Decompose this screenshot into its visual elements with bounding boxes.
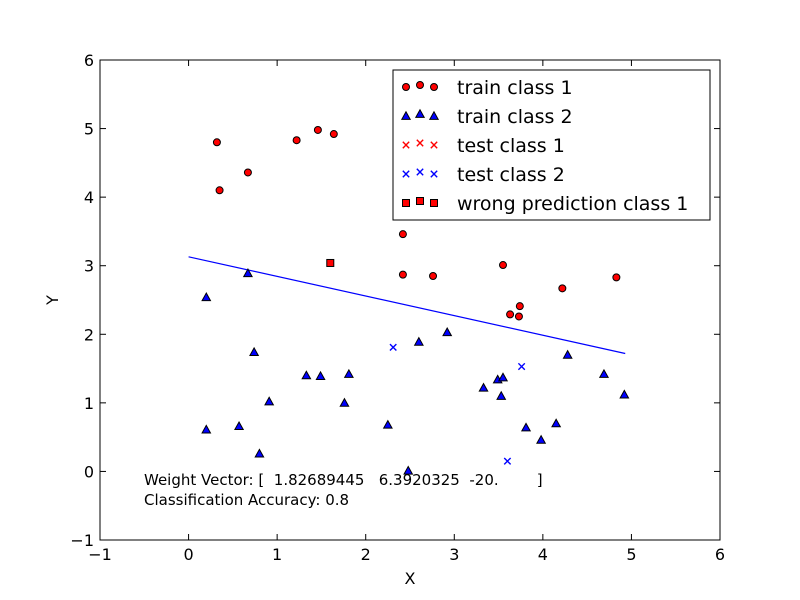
data-point [403,465,414,475]
data-point [301,370,312,380]
y-tick-label: 3 [84,257,94,276]
legend-label: test class 2 [457,164,565,186]
data-point [612,273,621,282]
data-point [201,292,212,302]
y-tick-label: 5 [84,120,94,139]
data-point [619,389,630,399]
x-tick-label: 3 [449,545,459,564]
data-point [326,258,335,267]
data-point [413,336,424,346]
x-tick-label: 6 [715,545,725,564]
data-point [201,424,212,434]
data-point [343,368,354,378]
data-point [562,349,573,359]
data-point [503,457,512,465]
data-point [536,434,547,444]
data-point [442,326,453,337]
data-point [515,302,524,311]
data-point [339,397,350,407]
y-tick-label: 4 [84,188,94,207]
legend-marker [402,83,410,91]
data-point [243,168,252,177]
legend-marker [402,141,410,149]
legend-marker [430,170,438,178]
data-point [598,368,610,378]
data-point [234,420,245,431]
legend-marker [402,170,410,178]
x-tick-label: −1 [88,545,112,564]
data-point [212,138,221,147]
data-point [242,268,253,278]
data-point [264,396,275,406]
data-point [254,448,265,458]
legend-marker [402,199,410,207]
legend-marker [414,108,426,118]
data-point [506,310,515,319]
data-point [315,370,326,380]
data-point [249,346,260,356]
y-tick-label: 1 [84,394,94,413]
x-tick-label: 2 [361,545,371,564]
x-axis-label: X [405,569,416,588]
legend-marker [416,139,424,147]
y-tick-label: 2 [84,325,94,344]
data-point [558,284,567,293]
series-train-class-1 [212,125,621,321]
legend-marker [430,83,438,91]
data-point [398,230,407,239]
data-point [329,130,338,139]
legend-label: train class 1 [457,77,573,99]
legend-marker [430,141,438,149]
data-point [499,261,507,270]
data-point [429,272,438,280]
y-axis-label: Y [43,295,62,306]
series-test-class-2 [389,343,526,465]
data-point [389,343,397,352]
series-wrong-prediction-class-1 [326,258,335,267]
data-point [520,422,532,432]
data-point [382,419,393,429]
data-point [497,372,509,382]
data-point [292,136,301,145]
legend-box [392,69,711,221]
data-point [398,270,407,279]
legend-marker [428,110,440,120]
data-point [313,125,322,134]
x-tick-label: 1 [272,545,282,564]
legend-marker [416,81,424,89]
legend-marker [400,110,412,120]
data-point [215,186,224,195]
y-tick-label: −1 [70,531,94,550]
legend: train class 1 train class 2 test class 1 te… [392,69,711,221]
data-point [514,312,523,321]
y-tick-label: 6 [84,51,94,70]
data-point [496,390,507,400]
decision-boundary-line [188,256,626,355]
legend-label: wrong prediction class 1 [457,193,688,215]
y-tick-label: 0 [84,462,94,481]
legend-label: train class 2 [457,106,573,128]
legend-label: test class 1 [457,135,565,157]
accuracy-annotation: Classification Accuracy: 0.8 [144,491,349,509]
legend-marker [416,168,424,176]
x-tick-label: 5 [626,545,636,564]
data-point [478,382,489,392]
weight-vector-annotation: Weight Vector: [ 1.82689445 6.3920325 -2… [144,471,543,489]
data-point [551,418,562,428]
series-train-class-2 [201,268,630,475]
data-point [517,362,526,371]
x-tick-label: 4 [538,545,548,564]
x-tick-label: 0 [183,545,193,564]
legend-marker [416,197,424,205]
legend-marker [430,199,438,207]
